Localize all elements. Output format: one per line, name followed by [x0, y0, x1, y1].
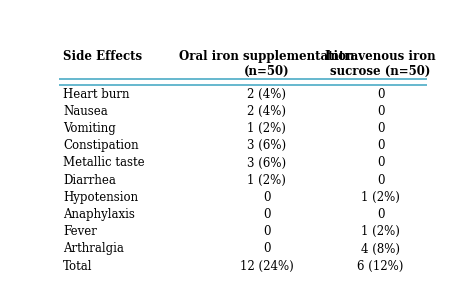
Text: 3 (6%): 3 (6%)	[247, 139, 286, 152]
Text: Hypotension: Hypotension	[63, 191, 138, 204]
Text: Diarrhea: Diarrhea	[63, 174, 116, 187]
Text: Nausea: Nausea	[63, 105, 108, 118]
Text: Arthralgia: Arthralgia	[63, 242, 124, 255]
Text: Heart burn: Heart burn	[63, 88, 129, 101]
Text: Intravenous iron
sucrose (n=50): Intravenous iron sucrose (n=50)	[325, 50, 436, 78]
Text: 0: 0	[377, 139, 384, 152]
Text: 0: 0	[377, 174, 384, 187]
Text: 1 (2%): 1 (2%)	[247, 174, 286, 187]
Text: 4 (8%): 4 (8%)	[361, 242, 400, 255]
Text: Vomiting: Vomiting	[63, 122, 116, 135]
Text: 0: 0	[377, 208, 384, 221]
Text: Anaphylaxis: Anaphylaxis	[63, 208, 135, 221]
Text: 0: 0	[263, 191, 271, 204]
Text: 0: 0	[377, 88, 384, 101]
Text: Metallic taste: Metallic taste	[63, 157, 145, 169]
Text: 6 (12%): 6 (12%)	[357, 260, 404, 273]
Text: 0: 0	[377, 157, 384, 169]
Text: 0: 0	[263, 242, 271, 255]
Text: 0: 0	[263, 208, 271, 221]
Text: Constipation: Constipation	[63, 139, 138, 152]
Text: 0: 0	[263, 225, 271, 238]
Text: 12 (24%): 12 (24%)	[240, 260, 294, 273]
Text: Fever: Fever	[63, 225, 97, 238]
Text: 1 (2%): 1 (2%)	[247, 122, 286, 135]
Text: Side Effects: Side Effects	[63, 50, 142, 64]
Text: 0: 0	[377, 105, 384, 118]
Text: 2 (4%): 2 (4%)	[247, 88, 286, 101]
Text: 3 (6%): 3 (6%)	[247, 157, 286, 169]
Text: 0: 0	[377, 122, 384, 135]
Text: 1 (2%): 1 (2%)	[361, 225, 400, 238]
Text: Oral iron supplementation
(n=50): Oral iron supplementation (n=50)	[179, 50, 355, 78]
Text: 1 (2%): 1 (2%)	[361, 191, 400, 204]
Text: 2 (4%): 2 (4%)	[247, 105, 286, 118]
Text: Total: Total	[63, 260, 92, 273]
